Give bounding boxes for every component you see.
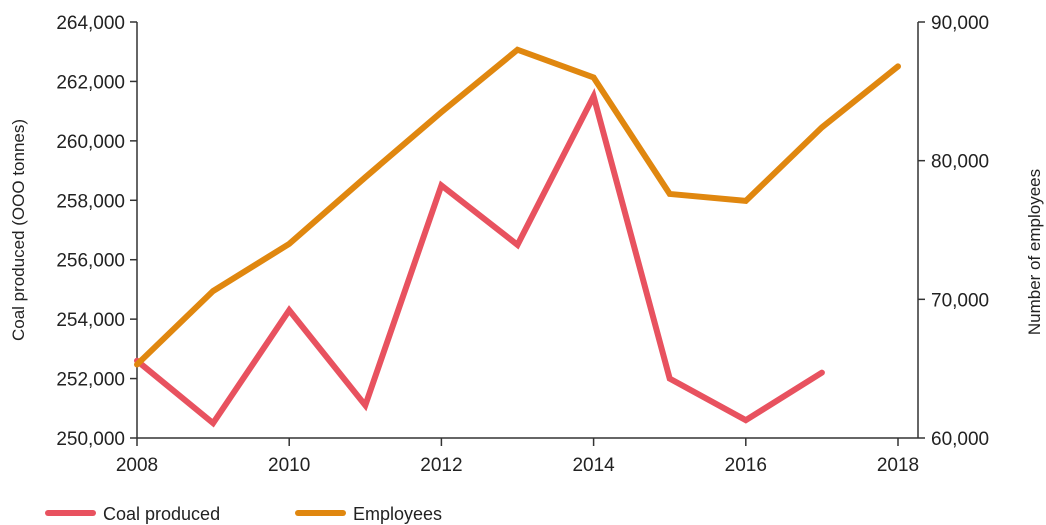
right-tick-label: 60,000 [931,429,989,450]
right-tick-label: 70,000 [931,290,989,311]
left-tick-label: 256,000 [56,251,125,272]
left-axis-ticks: 264,000 262,000 260,000 258,000 256,000 254,0… [56,13,137,450]
x-tick-label: 2016 [725,455,767,476]
left-tick-label: 252,000 [56,370,125,391]
x-axis-ticks: 2008 2010 2012 2014 2016 2018 [116,438,919,476]
series-lines [134,46,901,428]
x-tick-label: 2014 [572,455,615,476]
legend: Coal produced Employees [45,504,442,524]
x-tick-label: 2010 [268,455,310,476]
employees-line [134,46,901,368]
left-tick-label: 250,000 [56,429,125,450]
left-tick-label: 262,000 [56,72,125,93]
right-axis-ticks: 90,000 80,000 70,000 60,000 [918,13,989,450]
right-axis-title: Number of employees [1025,169,1044,335]
left-tick-label: 264,000 [56,13,125,34]
left-tick-label: 254,000 [56,310,125,331]
legend-label: Coal produced [103,504,220,524]
x-tick-label: 2012 [420,455,462,476]
coal-produced-line [134,87,825,428]
right-tick-label: 90,000 [931,13,989,34]
left-tick-label: 260,000 [56,132,125,153]
x-tick-label: 2018 [877,455,919,476]
left-tick-label: 258,000 [56,191,125,212]
right-tick-label: 80,000 [931,152,989,173]
left-axis-title: Coal produced (OOO tonnes) [9,119,28,341]
legend-label: Employees [353,504,442,524]
axes [136,22,919,439]
x-tick-label: 2008 [116,455,158,476]
